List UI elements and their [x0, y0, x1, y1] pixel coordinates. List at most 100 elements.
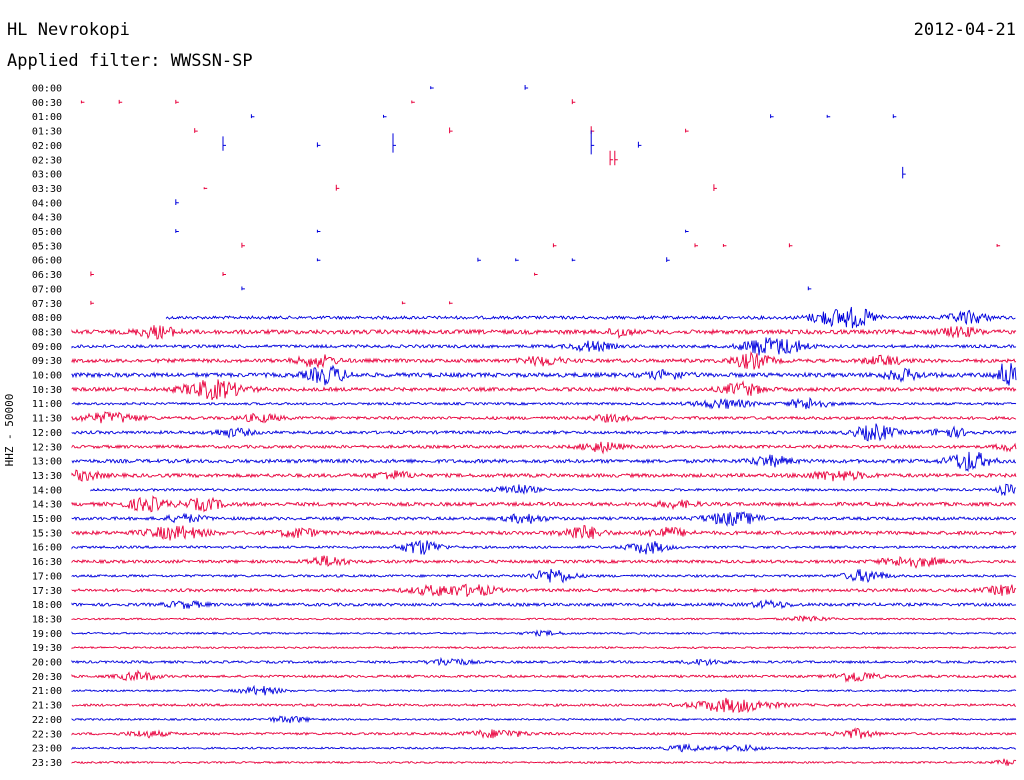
time-tick-0930: 09:30: [32, 356, 62, 367]
time-tick-2230: 22:30: [32, 729, 62, 740]
time-tick-1730: 17:30: [32, 586, 62, 597]
trace-2130: [71, 697, 1016, 714]
time-tick-0230: 02:30: [32, 155, 62, 166]
trace-0000: [430, 85, 529, 90]
time-tick-1600: 16:00: [32, 543, 62, 554]
trace-0030: [80, 99, 576, 105]
time-tick-2300: 23:00: [32, 744, 62, 755]
time-tick-1200: 12:00: [32, 428, 62, 439]
trace-1430: [71, 495, 1017, 513]
trace-1000: [71, 363, 1017, 386]
time-tick-1900: 19:00: [32, 629, 62, 640]
trace-1100: [71, 397, 1017, 410]
trace-1330: [71, 469, 1017, 482]
time-tick-1430: 14:30: [32, 500, 62, 511]
time-tick-0500: 05:00: [32, 227, 62, 238]
trace-1930: [71, 645, 1017, 650]
time-tick-1130: 11:30: [32, 414, 62, 425]
trace-1600: [71, 539, 1017, 555]
date-label: 2012-04-21: [913, 20, 1016, 40]
trace-0730: [90, 300, 453, 305]
time-tick-0700: 07:00: [32, 284, 62, 295]
trace-0630: [90, 271, 538, 277]
trace-2200: [71, 715, 1017, 724]
trace-0830: [71, 325, 1017, 340]
time-tick-labels: 00:00 00:30 01:00 01:30 02:00 02:30 03:00 03:30…: [32, 84, 62, 769]
time-tick-1030: 10:30: [32, 385, 62, 396]
trace-2300: [71, 743, 1017, 753]
time-tick-0200: 02:00: [32, 141, 62, 152]
time-tick-1530: 15:30: [32, 528, 62, 539]
trace-0700: [241, 286, 812, 291]
filter-label: Applied filter: WWSSN-SP: [7, 51, 253, 71]
trace-1300: [71, 451, 1017, 472]
trace-1500: [71, 511, 1016, 527]
time-tick-0830: 08:30: [32, 327, 62, 338]
trace-0900: [71, 337, 1017, 356]
time-tick-1400: 14:00: [32, 485, 62, 496]
time-tick-1230: 12:30: [32, 442, 62, 453]
time-tick-0900: 09:00: [32, 342, 62, 353]
trace-1730: [71, 583, 1017, 597]
trace-0230: [609, 150, 618, 166]
time-tick-0730: 07:30: [32, 299, 62, 310]
time-tick-0330: 03:30: [32, 184, 62, 195]
trace-2100: [71, 684, 1017, 696]
time-tick-0600: 06:00: [32, 256, 62, 267]
time-tick-1830: 18:30: [32, 614, 62, 625]
time-tick-1100: 11:00: [32, 399, 62, 410]
trace-2330: [71, 758, 1017, 767]
trace-0130: [194, 126, 689, 134]
time-tick-0630: 06:30: [32, 270, 62, 281]
time-tick-1500: 15:00: [32, 514, 62, 525]
trace-1530: [71, 524, 1017, 541]
trace-1130: [71, 411, 1017, 424]
trace-0330: [203, 184, 717, 191]
time-tick-1000: 10:00: [32, 371, 62, 382]
trace-1230: [71, 441, 1017, 455]
time-tick-0300: 03:00: [32, 170, 62, 181]
time-tick-0430: 04:30: [32, 213, 62, 224]
trace-0500: [175, 229, 689, 233]
station-title: HL Nevrokopi: [7, 20, 130, 40]
seismic-traces: [71, 85, 1017, 767]
trace-0930: [71, 351, 1017, 370]
time-tick-2200: 22:00: [32, 715, 62, 726]
trace-0300: [902, 166, 906, 179]
trace-0600: [316, 257, 670, 262]
time-tick-1300: 13:00: [32, 457, 62, 468]
trace-0800: [165, 306, 1016, 329]
time-tick-1630: 16:30: [32, 557, 62, 568]
trace-0100: [250, 114, 897, 119]
time-tick-2330: 23:30: [32, 758, 62, 769]
trace-2030: [71, 669, 1017, 683]
time-tick-1330: 13:30: [32, 471, 62, 482]
time-tick-2030: 20:30: [32, 672, 62, 683]
trace-1700: [71, 568, 1017, 584]
time-tick-2130: 21:30: [32, 701, 62, 712]
time-tick-0530: 05:30: [32, 241, 62, 252]
trace-2230: [71, 727, 1017, 739]
time-tick-0400: 04:00: [32, 198, 62, 209]
time-tick-1800: 18:00: [32, 600, 62, 611]
trace-1900: [71, 629, 1017, 638]
trace-0530: [241, 242, 1001, 248]
time-tick-0130: 01:30: [32, 127, 62, 138]
trace-1030: [71, 379, 1017, 401]
trace-1400: [90, 483, 1017, 497]
trace-1200: [71, 423, 1017, 442]
trace-2000: [71, 656, 1017, 667]
trace-0400: [175, 199, 179, 205]
time-tick-2100: 21:00: [32, 686, 62, 697]
time-tick-2000: 20:00: [32, 658, 62, 669]
trace-0200: [222, 130, 642, 155]
time-tick-1930: 19:30: [32, 643, 62, 654]
time-tick-1700: 17:00: [32, 571, 62, 582]
time-tick-0000: 00:00: [32, 84, 62, 95]
trace-1830: [71, 615, 1017, 622]
trace-1800: [71, 598, 1017, 610]
time-tick-0100: 01:00: [32, 112, 62, 123]
time-tick-0030: 00:30: [32, 98, 62, 109]
trace-1630: [71, 555, 1016, 569]
